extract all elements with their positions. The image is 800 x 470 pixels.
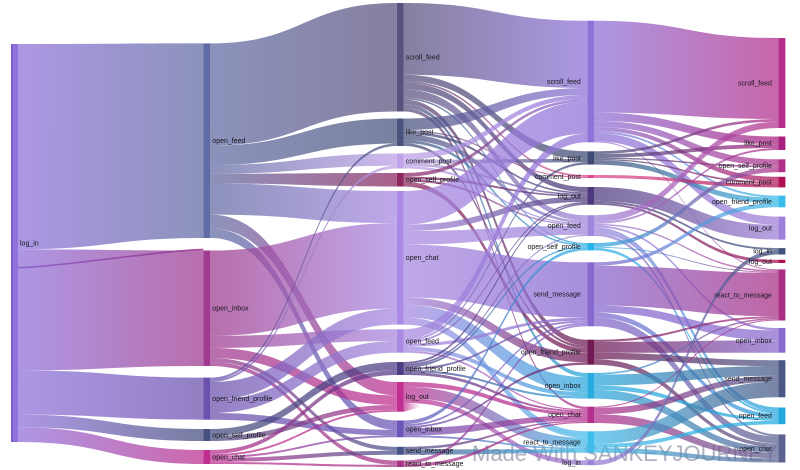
svg-text:log_out: log_out [406,394,429,401]
svg-text:open_self_profile: open_self_profile [406,177,459,184]
svg-text:open_chat: open_chat [406,255,439,262]
svg-text:open_inbox: open_inbox [545,383,582,390]
svg-text:scroll_feed: scroll_feed [406,55,440,62]
svg-text:open_friend_profile: open_friend_profile [712,199,772,206]
svg-text:log_in: log_in [562,460,581,467]
svg-text:scroll_feed: scroll_feed [738,80,772,87]
svg-text:send_message: send_message [724,376,772,383]
svg-text:log_in: log_in [20,240,39,247]
svg-text:open_inbox: open_inbox [212,306,249,313]
svg-text:open_feed: open_feed [548,223,581,230]
svg-text:scroll_feed: scroll_feed [547,79,581,86]
svg-text:comment_post: comment_post [535,174,581,181]
svg-text:send_message: send_message [533,292,581,299]
svg-text:open_friend_profile: open_friend_profile [521,350,581,357]
svg-text:comment_post: comment_post [406,158,452,165]
svg-text:open_chat: open_chat [739,446,772,453]
svg-text:open_inbox: open_inbox [406,426,443,433]
svg-text:comment_post: comment_post [726,180,772,187]
svg-text:log_out: log_out [749,226,772,233]
svg-text:log_out: log_out [558,193,581,200]
svg-text:send_message: send_message [406,448,454,455]
svg-text:react_to_message: react_to_message [523,439,581,446]
svg-text:like_post: like_post [406,130,434,137]
svg-text:like_post: like_post [553,155,581,162]
svg-text:open_chat: open_chat [548,412,581,419]
svg-text:open_feed: open_feed [212,138,245,145]
svg-text:open_self_profile: open_self_profile [719,163,772,170]
svg-text:react_to_message: react_to_message [406,461,464,468]
svg-text:open_feed: open_feed [739,413,772,420]
svg-text:open_inbox: open_inbox [736,338,773,345]
svg-text:open_friend_profile: open_friend_profile [212,396,272,403]
svg-text:like_post: like_post [744,141,772,148]
svg-text:log_in: log_in [753,249,772,256]
svg-text:open_friend_profile: open_friend_profile [406,366,466,373]
svg-text:open_self_profile: open_self_profile [212,432,265,439]
svg-text:log_out: log_out [749,259,772,266]
svg-text:open_chat: open_chat [212,454,245,461]
svg-text:react_to_message: react_to_message [714,292,772,299]
svg-text:open_feed: open_feed [406,338,439,345]
svg-text:open_self_profile: open_self_profile [527,244,580,251]
